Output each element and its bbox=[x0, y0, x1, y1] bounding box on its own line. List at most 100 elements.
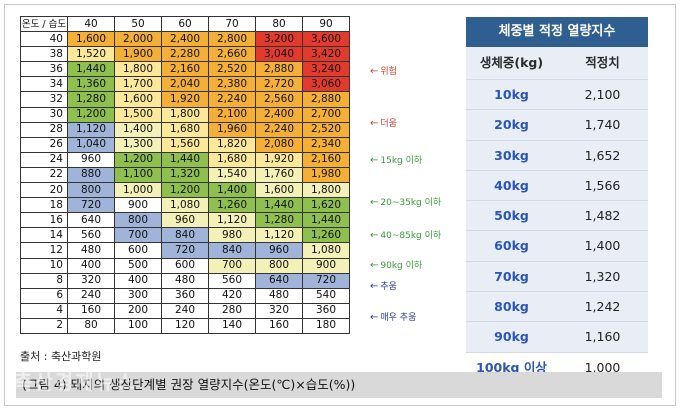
heat-cell: 1,500 bbox=[114, 106, 162, 123]
temperature-cell: 18 bbox=[20, 197, 68, 214]
temperature-cell: 38 bbox=[20, 46, 68, 63]
arrow-left-icon: ← bbox=[370, 312, 379, 323]
heat-cell: 1,440 bbox=[255, 197, 303, 214]
heat-cell: 1,400 bbox=[114, 121, 162, 138]
heat-cell: 2,280 bbox=[161, 46, 209, 63]
humidity-header: 90 bbox=[302, 15, 350, 33]
value-cell: 1,652 bbox=[584, 147, 621, 163]
heat-cell: 420 bbox=[208, 287, 256, 304]
value-cell: 1,566 bbox=[584, 177, 621, 193]
value-cell: 1,482 bbox=[584, 208, 621, 224]
arrow-left-icon: ← bbox=[370, 230, 379, 241]
heat-cell: 2,340 bbox=[302, 136, 350, 153]
temperature-cell: 24 bbox=[20, 151, 68, 168]
value-cell: 1,000 bbox=[584, 359, 621, 375]
weight-cell: 40kg bbox=[494, 177, 529, 193]
heat-cell: 1,300 bbox=[114, 136, 162, 153]
table-row: 26 1,040 1,300 1,560 1,820 2,080 2,340 bbox=[20, 136, 350, 153]
heat-cell: 1,600 bbox=[255, 182, 303, 199]
heat-cell: 2,800 bbox=[208, 31, 256, 48]
heat-cell: 400 bbox=[114, 272, 162, 289]
table-row: 10 400 500 600 700 800 900 bbox=[20, 257, 350, 274]
heat-cell: 560 bbox=[208, 272, 256, 289]
heat-cell: 300 bbox=[114, 287, 162, 304]
heat-cell: 800 bbox=[67, 182, 115, 199]
heat-cell: 2,380 bbox=[208, 76, 256, 93]
heat-cell: 1,360 bbox=[67, 76, 115, 93]
heat-cell: 1,680 bbox=[208, 151, 256, 168]
heat-cell: 2,100 bbox=[208, 106, 256, 123]
heat-cell: 2,080 bbox=[255, 136, 303, 153]
table-row: 18 720 900 1,080 1,260 1,440 1,620 bbox=[20, 197, 350, 214]
heat-cell: 900 bbox=[114, 197, 162, 214]
temperature-cell: 6 bbox=[20, 287, 68, 304]
heat-cell: 240 bbox=[161, 302, 209, 319]
card-rows: 10kg 2,100 20kg 1,740 30kg 1,652 40kg 1,566 50kg… bbox=[466, 79, 648, 382]
heat-cell: 1,080 bbox=[161, 197, 209, 214]
table-row: 22 880 1,100 1,320 1,540 1,760 1,980 bbox=[20, 166, 350, 184]
heat-cell: 360 bbox=[302, 302, 350, 319]
heat-cell: 1,800 bbox=[161, 106, 209, 123]
heat-cell: 2,040 bbox=[161, 76, 209, 93]
heat-cell: 2,160 bbox=[302, 151, 350, 168]
heat-cell: 640 bbox=[67, 212, 115, 229]
table-row: 12 480 600 720 840 960 1,080 bbox=[20, 242, 350, 259]
heat-cell: 1,260 bbox=[208, 197, 256, 214]
table-row: 32 1,280 1,600 1,920 2,240 2,560 2,880 bbox=[20, 91, 350, 108]
heat-cell: 1,820 bbox=[208, 136, 256, 153]
weight-cell: 60kg bbox=[494, 238, 529, 254]
heat-cell: 400 bbox=[67, 257, 115, 274]
card-row: 90kg 1,160 bbox=[466, 321, 648, 351]
temperature-cell: 30 bbox=[20, 106, 68, 123]
humidity-header: 40 bbox=[67, 15, 115, 33]
heat-cell: 120 bbox=[161, 317, 209, 334]
heat-cell: 1,440 bbox=[161, 151, 209, 168]
heat-cell: 3,600 bbox=[302, 31, 350, 48]
temperature-cell: 40 bbox=[20, 31, 68, 48]
source-note: 출처 : 축산과학원 bbox=[20, 350, 102, 363]
table-row: 14 560 700 840 980 1,120 1,260 bbox=[20, 227, 350, 244]
heat-cell: 2,400 bbox=[255, 106, 303, 123]
col-value-header: 적정치 bbox=[585, 55, 620, 70]
heat-cell: 320 bbox=[67, 272, 115, 289]
heat-cell: 3,200 bbox=[255, 31, 303, 48]
weight-cell: 100kg 이상 bbox=[476, 359, 547, 375]
heat-cell: 1,000 bbox=[114, 182, 162, 199]
card-row: 60kg 1,400 bbox=[466, 230, 648, 260]
heat-cell: 960 bbox=[161, 212, 209, 229]
heat-cell: 800 bbox=[255, 257, 303, 274]
heat-cell: 320 bbox=[255, 302, 303, 319]
heat-cell: 1,700 bbox=[114, 76, 162, 93]
heat-cell: 2,240 bbox=[208, 91, 256, 108]
card-row: 100kg 이상 1,000 bbox=[466, 351, 648, 382]
table-row: 16 640 800 960 1,120 1,280 1,440 bbox=[20, 212, 350, 229]
value-cell: 1,160 bbox=[584, 329, 621, 345]
temperature-cell: 36 bbox=[20, 61, 68, 78]
table-row: 28 1,120 1,400 1,680 1,960 2,240 2,520 bbox=[20, 121, 350, 138]
heat-cell: 960 bbox=[255, 242, 303, 259]
temperature-cell: 28 bbox=[20, 121, 68, 138]
heat-cell: 2,720 bbox=[255, 76, 303, 93]
card-row: 50kg 1,482 bbox=[466, 200, 648, 230]
legend-hot: ← 더움 bbox=[370, 118, 397, 129]
weight-cell: 80kg bbox=[494, 299, 529, 315]
weight-cell: 30kg bbox=[494, 147, 529, 163]
table-header-row: 온도 / 습도 40 50 60 70 80 90 bbox=[20, 15, 350, 33]
heat-cell: 1,560 bbox=[161, 136, 209, 153]
temperature-cell: 16 bbox=[20, 212, 68, 229]
heat-cell: 360 bbox=[161, 287, 209, 304]
legend-danger: ← 위험 bbox=[370, 66, 397, 77]
heat-cell: 960 bbox=[67, 151, 115, 168]
heat-cell: 2,000 bbox=[114, 31, 162, 48]
table-row: 4 160 200 240 280 320 360 bbox=[20, 302, 350, 319]
value-cell: 1,320 bbox=[584, 268, 621, 284]
heat-cell: 480 bbox=[255, 287, 303, 304]
heat-cell: 840 bbox=[161, 227, 209, 244]
value-cell: 2,100 bbox=[584, 87, 621, 102]
card-row: 40kg 1,566 bbox=[466, 169, 648, 200]
heat-cell: 2,520 bbox=[302, 121, 350, 138]
heat-cell: 1,900 bbox=[114, 46, 162, 63]
heat-cell: 700 bbox=[208, 257, 256, 274]
temperature-cell: 22 bbox=[20, 166, 68, 184]
legend-40-85: ← 40~85kg 이하 bbox=[370, 230, 442, 241]
